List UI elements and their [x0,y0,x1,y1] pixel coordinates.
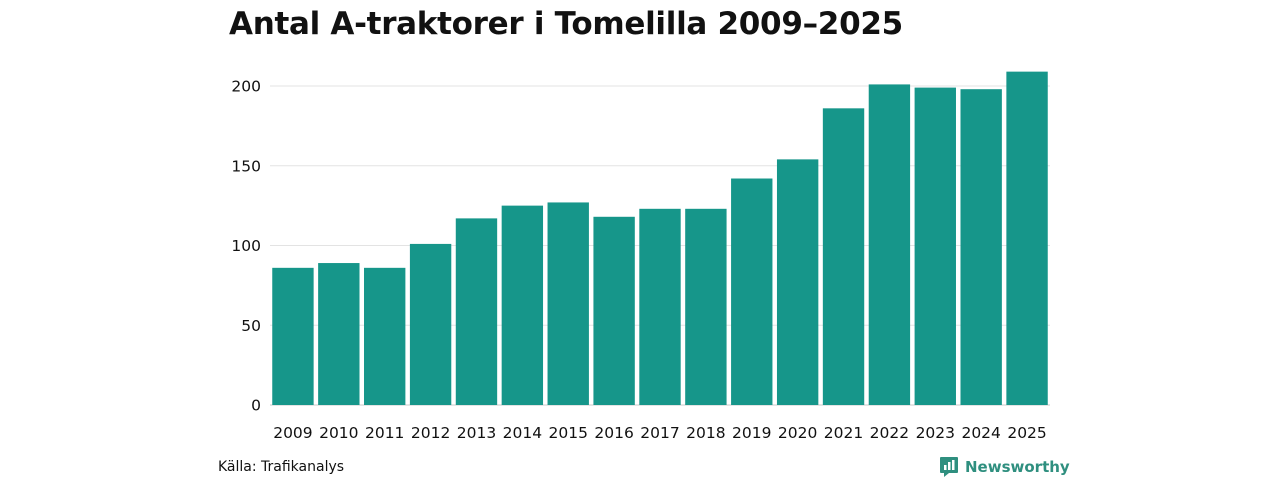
brand-name: Newsworthy [965,458,1070,476]
bar-2016 [593,216,635,405]
x-tick-label: 2023 [916,424,955,442]
bar-chart: 0 50 100 150 200 2009 2010 2011 2012 2013 2014 201… [231,71,1050,442]
bar-2010 [318,263,360,405]
x-tick-label: 2024 [961,424,1000,442]
x-tick-labels: 2009 2010 2011 2012 2013 2014 2015 2016 2017 2018… [273,424,1047,442]
x-tick-label: 2012 [411,424,450,442]
bar-2015 [547,202,589,405]
bar-2014 [501,205,544,406]
y-tick-label: 100 [231,237,261,255]
x-tick-label: 2019 [732,424,771,442]
bar-2018 [685,208,727,405]
bar-2024 [960,89,1002,405]
x-tick-label: 2021 [824,424,863,442]
bar-2022 [868,84,911,405]
brand-logo: Newsworthy [939,456,1070,478]
bar-2023 [914,87,956,405]
chart-title: Antal A-traktorer i Tomelilla 2009–2025 [229,6,903,42]
x-tick-label: 2017 [640,424,679,442]
y-tick-label: 200 [231,78,261,96]
bar-2013 [455,218,498,405]
y-tick-label: 50 [241,317,261,335]
bar-2025 [1006,71,1048,405]
x-tick-label: 2010 [319,424,358,442]
bar-chart-logo-icon [940,457,958,477]
bar-2021 [822,108,865,405]
bar-2012 [409,243,452,405]
bars [272,71,1048,406]
bar-2017 [639,208,681,405]
x-tick-label: 2020 [778,424,817,442]
x-tick-label: 2022 [870,424,909,442]
x-tick-label: 2011 [365,424,404,442]
x-tick-label: 2009 [273,424,312,442]
bar-2011 [364,267,406,405]
source-note: Källa: Trafikanalys [218,459,345,475]
x-tick-label: 2013 [457,424,496,442]
x-tick-label: 2016 [594,424,633,442]
x-tick-label: 2015 [549,424,588,442]
x-tick-label: 2025 [1007,424,1046,442]
y-tick-labels: 0 50 100 150 200 [231,78,261,415]
bar-2019 [731,178,773,405]
bar-2009 [272,267,314,405]
x-tick-label: 2018 [686,424,725,442]
y-tick-label: 0 [251,397,261,415]
y-tick-label: 150 [231,157,261,175]
x-tick-label: 2014 [503,424,542,442]
bar-2020 [776,159,819,405]
